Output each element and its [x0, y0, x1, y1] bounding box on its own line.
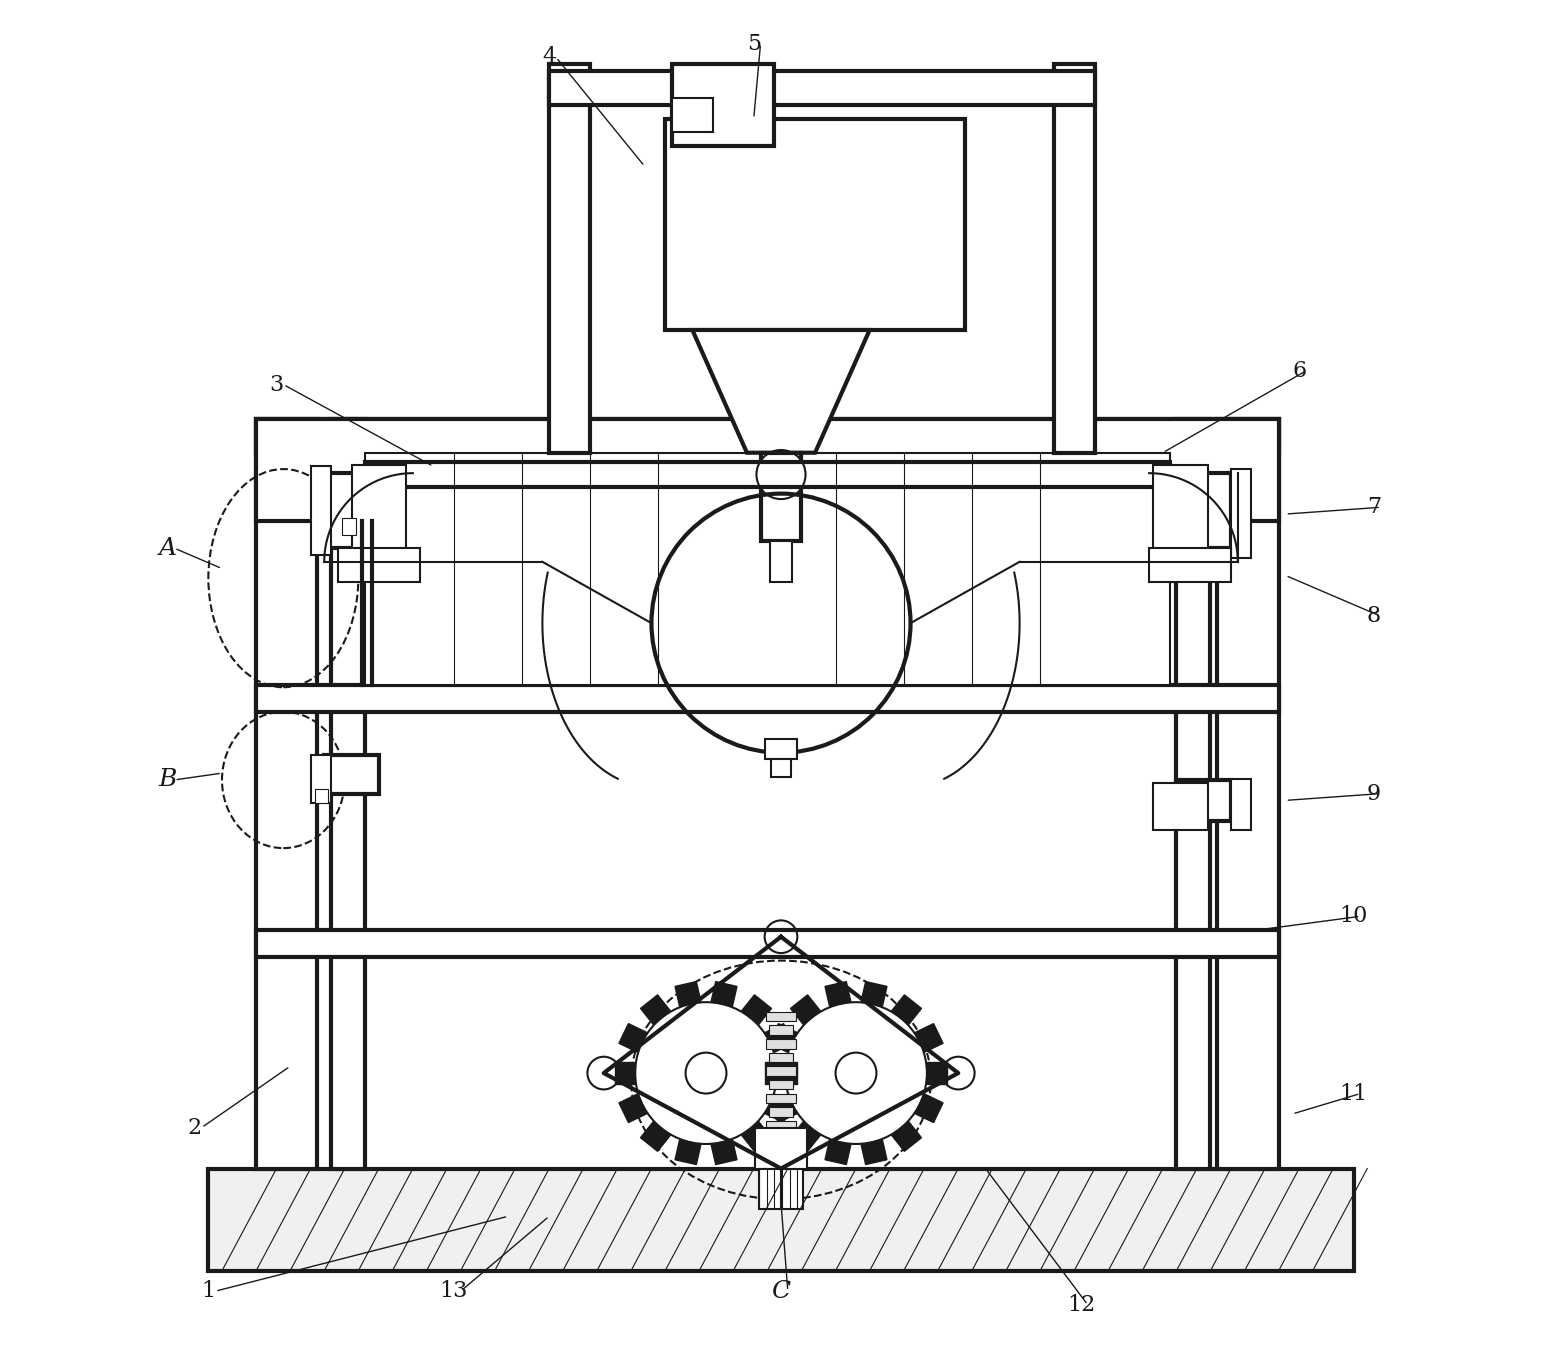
Text: 13: 13	[439, 1280, 469, 1302]
Polygon shape	[640, 995, 670, 1024]
Text: 7: 7	[1367, 496, 1381, 519]
Polygon shape	[790, 995, 820, 1024]
Polygon shape	[742, 995, 772, 1024]
Bar	[769, 1108, 793, 1117]
Polygon shape	[825, 982, 851, 1006]
Bar	[665, 119, 965, 330]
Bar	[208, 1169, 1354, 1270]
Bar	[550, 64, 590, 453]
Bar	[765, 1039, 797, 1049]
Bar	[366, 453, 1170, 684]
Text: 1: 1	[201, 1280, 216, 1302]
Polygon shape	[892, 1121, 922, 1151]
Polygon shape	[692, 330, 870, 453]
Text: 2: 2	[187, 1117, 201, 1139]
Polygon shape	[790, 1121, 820, 1151]
Polygon shape	[892, 995, 922, 1024]
Bar	[759, 1169, 803, 1209]
Text: 6: 6	[1292, 360, 1306, 382]
Polygon shape	[765, 1094, 793, 1123]
Bar	[314, 790, 328, 804]
Bar	[1176, 419, 1211, 1169]
Polygon shape	[926, 1062, 947, 1084]
Polygon shape	[615, 1062, 636, 1084]
Text: 11: 11	[1340, 1083, 1368, 1105]
Polygon shape	[769, 1024, 797, 1053]
Bar	[765, 1094, 797, 1103]
Bar	[765, 1012, 797, 1021]
Bar	[1231, 779, 1251, 831]
Bar	[1231, 470, 1251, 557]
Polygon shape	[765, 1062, 786, 1084]
Bar	[256, 684, 1279, 712]
Bar	[550, 71, 1095, 105]
Bar	[1153, 465, 1207, 571]
Bar	[1217, 419, 1279, 1169]
Bar	[256, 419, 1279, 520]
Bar	[256, 419, 317, 1169]
Bar	[1176, 474, 1231, 548]
Bar	[769, 1080, 793, 1090]
Polygon shape	[765, 1024, 793, 1053]
Polygon shape	[619, 1094, 647, 1123]
Bar	[342, 517, 356, 534]
Text: B: B	[158, 768, 177, 791]
Bar	[1176, 780, 1231, 821]
Bar	[1153, 783, 1207, 831]
Bar	[331, 419, 366, 1169]
Text: C: C	[772, 1280, 790, 1303]
Bar	[325, 474, 378, 548]
Bar	[256, 419, 1279, 453]
Text: 10: 10	[1340, 905, 1368, 927]
Polygon shape	[711, 982, 737, 1006]
Bar	[754, 1128, 808, 1169]
Polygon shape	[769, 1094, 797, 1123]
Bar	[311, 467, 331, 554]
Polygon shape	[675, 1140, 701, 1165]
Polygon shape	[742, 1121, 772, 1151]
Bar	[256, 930, 1279, 957]
Polygon shape	[915, 1024, 943, 1053]
Polygon shape	[711, 1140, 737, 1165]
Bar	[761, 453, 801, 541]
Bar	[672, 64, 775, 146]
Polygon shape	[825, 1140, 851, 1165]
Bar	[1054, 64, 1095, 453]
Polygon shape	[861, 982, 887, 1006]
Text: 12: 12	[1067, 1294, 1095, 1316]
Bar	[765, 739, 797, 760]
Text: 5: 5	[747, 33, 761, 55]
Polygon shape	[640, 1121, 670, 1151]
Bar	[351, 465, 406, 571]
Bar	[1150, 548, 1231, 582]
Polygon shape	[915, 1094, 943, 1123]
Bar	[772, 760, 790, 778]
Bar	[366, 463, 1170, 487]
Polygon shape	[776, 1062, 797, 1084]
Polygon shape	[861, 1140, 887, 1165]
Text: 4: 4	[542, 47, 556, 68]
Text: 9: 9	[1367, 783, 1381, 805]
Text: 3: 3	[269, 374, 284, 396]
Bar	[325, 756, 378, 794]
Bar	[311, 756, 331, 804]
Polygon shape	[619, 1024, 647, 1053]
Polygon shape	[675, 982, 701, 1006]
Bar	[769, 1025, 793, 1035]
Text: A: A	[158, 537, 177, 560]
Bar	[337, 548, 420, 582]
Bar	[769, 1053, 793, 1062]
Bar	[770, 541, 792, 582]
Bar	[765, 1066, 797, 1076]
Bar	[765, 1121, 797, 1131]
Text: 8: 8	[1367, 605, 1381, 627]
Bar	[672, 99, 712, 133]
